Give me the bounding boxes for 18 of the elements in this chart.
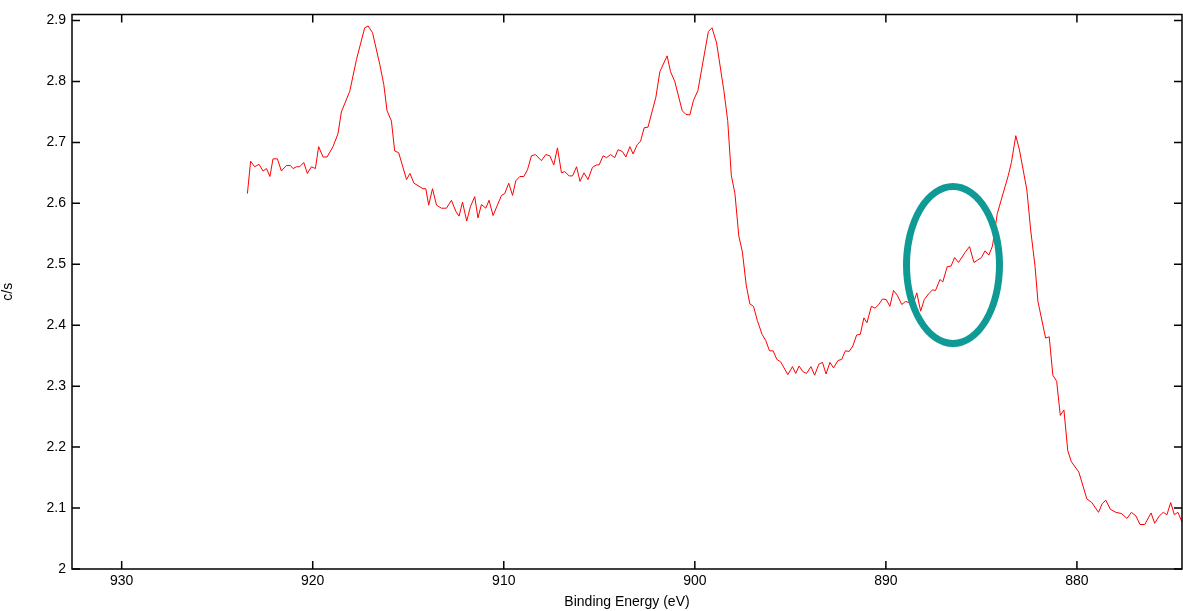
y-tick-label: 2.5 (46, 255, 67, 272)
x-axis-title: Binding Energy (eV) (564, 593, 690, 610)
x-tick-label: 880 (1065, 572, 1089, 589)
y-tick-label: 2.8 (46, 72, 67, 89)
y-tick-label: 2.4 (46, 316, 67, 333)
x-tick-label: 910 (492, 572, 516, 589)
y-tick-label: 2.1 (46, 498, 67, 515)
y-tick-label: 2.2 (46, 437, 67, 454)
y-tick-label: 2.6 (46, 194, 67, 211)
x-tick-label: 890 (874, 572, 898, 589)
x-tick-label: 920 (301, 572, 325, 589)
x-tick-label: 930 (109, 572, 134, 589)
x-tick-label: 900 (683, 572, 707, 589)
y-axis-title: c/s (0, 282, 16, 301)
y-tick-label: 2.7 (46, 133, 67, 150)
y-tick-label: 2.3 (46, 377, 67, 394)
y-tick-label: 2.9 (46, 11, 67, 28)
y-tick-label: 2 (58, 559, 67, 576)
